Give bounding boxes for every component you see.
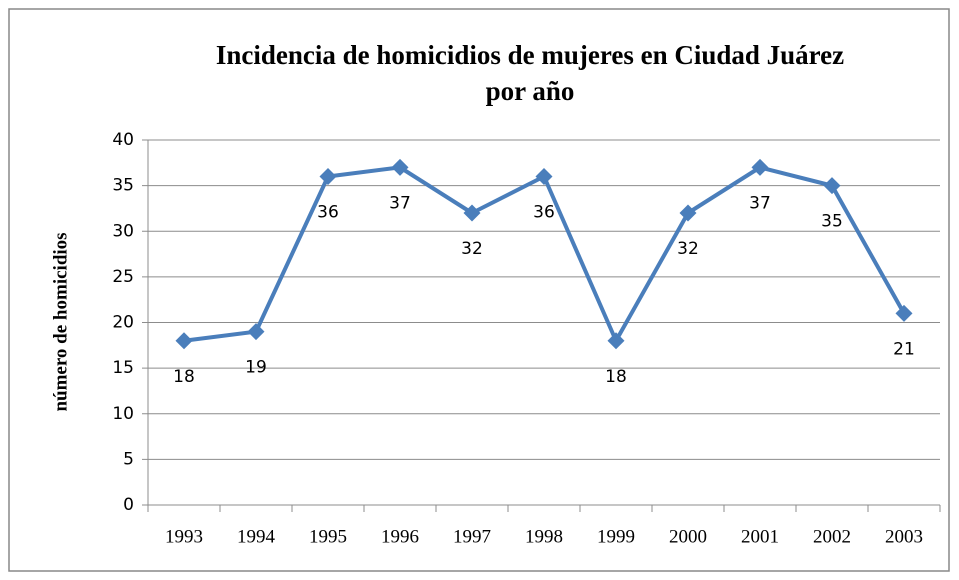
data-point — [751, 158, 769, 176]
data-label: 36 — [533, 203, 555, 223]
x-tick-label: 2001 — [741, 526, 779, 547]
data-point — [823, 177, 841, 195]
chart-title: por año — [486, 76, 575, 106]
y-tick-label: 20 — [112, 313, 134, 333]
y-tick-label: 0 — [123, 495, 134, 515]
y-tick-label: 35 — [112, 176, 134, 196]
x-tick-label: 1995 — [309, 526, 347, 547]
x-tick-label: 2000 — [669, 526, 707, 547]
y-tick-label: 40 — [112, 130, 134, 150]
y-tick-label: 25 — [112, 267, 134, 287]
y-axis-label: número de homicidios — [50, 232, 71, 411]
x-tick-label: 1994 — [237, 526, 276, 547]
data-label: 18 — [173, 367, 195, 387]
data-point — [607, 332, 625, 350]
x-tick-label: 2003 — [885, 526, 923, 547]
data-point — [319, 168, 337, 185]
x-tick-label: 1996 — [381, 526, 419, 547]
data-label: 32 — [677, 239, 699, 259]
y-tick-label: 10 — [112, 404, 134, 424]
data-label: 18 — [605, 367, 627, 387]
data-label: 19 — [245, 358, 267, 378]
data-point — [391, 158, 409, 176]
x-tick-label: 1993 — [165, 526, 203, 547]
data-label: 21 — [893, 339, 915, 359]
y-tick-label: 30 — [112, 221, 134, 241]
chart-border — [8, 8, 950, 572]
x-tick-label: 1997 — [453, 526, 491, 547]
data-label: 35 — [821, 212, 843, 232]
x-tick-label: 1998 — [525, 526, 563, 547]
data-point — [175, 332, 193, 350]
x-tick-label: 2002 — [813, 526, 851, 547]
y-tick-label: 15 — [112, 358, 134, 378]
chart-title: Incidencia de homicidios de mujeres en C… — [216, 40, 844, 70]
data-label: 36 — [317, 203, 339, 223]
data-label: 37 — [749, 193, 771, 213]
data-label: 32 — [461, 239, 483, 259]
data-point — [247, 323, 265, 341]
data-point — [679, 204, 697, 222]
y-tick-label: 5 — [123, 449, 134, 469]
x-tick-label: 1999 — [597, 526, 635, 547]
data-point — [895, 304, 913, 322]
data-point — [463, 204, 481, 222]
data-point — [535, 168, 553, 185]
data-label: 37 — [389, 193, 411, 213]
